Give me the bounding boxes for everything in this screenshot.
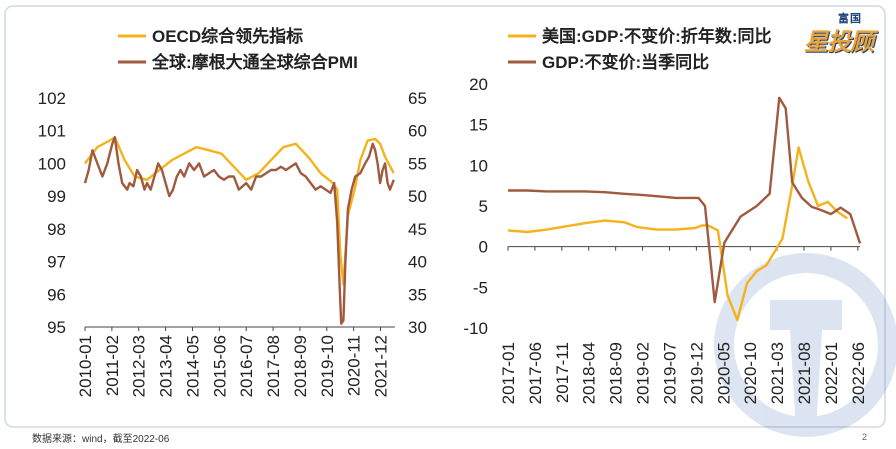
y-tick-20: 20 (469, 75, 488, 94)
y-right-tick-65: 65 (408, 89, 427, 108)
legend-label-1: OECD综合领先指标 (152, 26, 303, 46)
x-tick-r-2017-01: 2017-01 (499, 342, 518, 404)
y-right-tick-40: 40 (408, 253, 427, 272)
series-line-oecd (84, 136, 395, 286)
y-tick-15: 15 (469, 116, 488, 135)
x-tick-r-2022-01: 2022-01 (822, 342, 841, 404)
y-right-tick-30: 30 (408, 318, 427, 337)
watermark-emblem (714, 253, 896, 437)
x-tick-2019-10: 2019-10 (318, 335, 337, 397)
y-tick-5: 5 (479, 197, 488, 216)
data-source-note: 数据来源：wind，截至2022-06 (32, 434, 170, 445)
x-tick-2014-05: 2014-05 (183, 335, 202, 397)
y-tick--10: -10 (463, 319, 488, 338)
y-left-tick-100: 100 (38, 154, 66, 173)
x-tick-r-2022-06: 2022-06 (849, 342, 868, 404)
y-left-tick-98: 98 (47, 220, 66, 239)
x-tick-r-2020-05: 2020-05 (714, 342, 733, 404)
slide-frame (4, 5, 886, 428)
y-right-tick-45: 45 (408, 220, 427, 239)
y-left-tick-101: 101 (38, 122, 66, 141)
x-tick-2010-01: 2010-01 (76, 335, 95, 397)
x-tick-2013-04: 2013-04 (157, 335, 176, 397)
x-tick-r-2020-10: 2020-10 (741, 342, 760, 404)
brand-logo: 富国 星投顾 (800, 10, 890, 56)
y-right-tick-60: 60 (408, 122, 427, 141)
x-tick-2012-03: 2012-03 (130, 335, 149, 397)
series-line-us-gdp (507, 146, 848, 322)
series-line-pmi (83, 136, 395, 325)
x-tick-2011-02: 2011-02 (103, 335, 122, 396)
x-tick-r-2021-08: 2021-08 (795, 342, 814, 404)
y-left-tick-95: 95 (47, 318, 66, 337)
legend-label-r2: GDP:不变价:当季同比 (542, 52, 709, 72)
x-tick-r-2017-11: 2017-11 (553, 342, 572, 403)
x-tick-r-2019-12: 2019-12 (687, 342, 706, 404)
y-left-tick-102: 102 (38, 89, 66, 108)
x-tick-r-2017-06: 2017-06 (526, 342, 545, 404)
y-left-tick-97: 97 (47, 253, 66, 272)
y-tick-0: 0 (479, 238, 488, 257)
x-tick-r-2021-03: 2021-03 (768, 342, 787, 404)
x-tick-2021-12: 2021-12 (372, 335, 391, 397)
x-tick-r-2018-09: 2018-09 (607, 342, 626, 404)
x-tick-r-2019-07: 2019-07 (660, 342, 679, 404)
chart-right: 美国:GDP:不变价:折年数:同比 GDP:不变价:当季同比 20 15 10 5 0 -5 -… (463, 26, 867, 404)
series-line-cn-gdp (508, 96, 862, 304)
page-number: 2 (862, 432, 868, 442)
y-left-tick-96: 96 (47, 285, 66, 304)
brand-main: 星投顾 (804, 29, 874, 56)
y-right-tick-35: 35 (408, 285, 427, 304)
x-tick-r-2018-04: 2018-04 (580, 342, 599, 404)
y-right-tick-55: 55 (408, 154, 427, 173)
y-tick--5: -5 (473, 278, 488, 297)
x-tick-2015-06: 2015-06 (210, 335, 229, 397)
x-tick-r-2019-02: 2019-02 (634, 342, 653, 404)
y-left-tick-99: 99 (47, 187, 66, 206)
x-tick-2016-07: 2016-07 (237, 335, 256, 397)
brand-sub: 富国 (838, 13, 862, 25)
legend-label-2: 全球:摩根大通全球综合PMI (151, 52, 358, 72)
x-tick-2017-08: 2017-08 (264, 335, 283, 397)
y-right-tick-50: 50 (408, 187, 427, 206)
x-tick-2018-09: 2018-09 (291, 335, 310, 397)
y-tick-10: 10 (469, 156, 488, 175)
x-tick-2020-11: 2020-11 (345, 335, 364, 396)
legend-label-r1: 美国:GDP:不变价:折年数:同比 (542, 26, 771, 46)
